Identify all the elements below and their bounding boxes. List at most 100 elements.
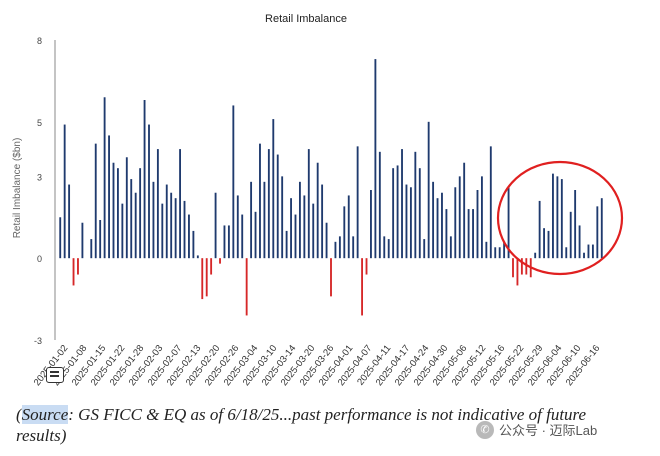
bar [290,198,292,259]
bar [77,258,79,275]
bar [236,195,239,259]
bar [534,252,537,259]
source-paren: ( [16,405,22,424]
bar [312,203,315,259]
bar [298,181,301,259]
bar [449,236,452,259]
bar [334,241,337,259]
bar [152,181,155,259]
bar [63,124,66,259]
bar [245,258,248,316]
bar [596,206,599,259]
bar [321,184,324,259]
red-circle-annotation [496,160,624,276]
bar [161,203,164,259]
bar [294,214,297,259]
bar [59,217,62,259]
bar [387,239,390,259]
bar [223,225,226,259]
bar [347,195,350,259]
bar [316,162,319,259]
watermark-text: 公众号 · 迈际Lab [499,423,598,438]
bar [591,244,594,259]
bar [174,198,177,259]
bar [143,100,146,259]
bar [94,143,97,259]
bar [165,184,168,259]
bar-series [59,59,603,316]
bar [378,151,381,259]
bar [259,143,261,259]
bar [272,119,275,259]
bar [414,151,417,259]
bar [250,181,253,259]
bar [516,258,519,286]
bar [148,124,150,259]
bar [303,195,306,259]
comment-icon[interactable] [46,367,64,383]
bar [241,214,244,259]
source-text: : GS FICC & EQ as of 6/18/25...past perf… [16,405,587,445]
bar [401,149,403,259]
bar [574,190,577,259]
bar [90,239,93,259]
bar [436,198,439,259]
y-tick-label: 3 [37,172,42,182]
y-axis-ticks: -3 0 3 5 8 [34,36,42,346]
wechat-icon: ✆ [476,420,494,439]
bar [520,258,523,275]
bar [201,258,204,300]
chart-title: Retail Imbalance [265,13,347,25]
bar [409,187,412,259]
bar [156,149,159,259]
bar [263,181,266,259]
y-axis-label: Retail Imbalance ($bn) [12,138,23,239]
retail-imbalance-chart: Retail Imbalance Retail Imbalance ($bn) … [12,13,624,388]
bar [432,181,435,259]
bar [445,209,448,259]
bar [125,157,128,259]
bar [498,247,501,259]
bar [365,258,368,275]
bar [565,247,568,259]
bar [121,203,124,259]
bar [343,206,346,259]
bar [170,192,173,259]
bar [489,146,492,259]
bar [281,176,284,259]
bar [463,162,466,259]
bar [188,214,190,259]
bar [552,173,554,259]
source-caption: (Source: GS FICC & EQ as of 6/18/25...pa… [16,404,616,446]
bar [361,258,363,316]
bar [578,225,581,259]
bar [472,209,474,259]
bar [139,168,142,259]
bar [352,236,355,259]
bar [556,176,559,259]
y-tick-label: 0 [37,254,42,264]
bar [405,184,408,259]
bar [480,176,483,259]
x-axis-tick-labels: 2025-01-022025-01-082025-01-152025-01-22… [32,343,603,388]
bar [547,230,550,259]
bar [418,168,421,259]
bar [196,255,199,259]
bar [134,192,137,259]
bar [214,192,217,259]
bar [192,230,195,259]
bar [458,176,461,259]
bar [227,225,230,259]
watermark: ✆ 公众号 · 迈际Lab [476,420,597,439]
bar [68,184,71,259]
bar [538,200,541,259]
bar [210,258,213,275]
bar [560,179,563,259]
bar [423,239,426,259]
bar [330,258,332,297]
bar [467,209,470,259]
bar [427,121,430,259]
bar [392,168,395,259]
bar [103,97,106,259]
bar [219,258,221,264]
